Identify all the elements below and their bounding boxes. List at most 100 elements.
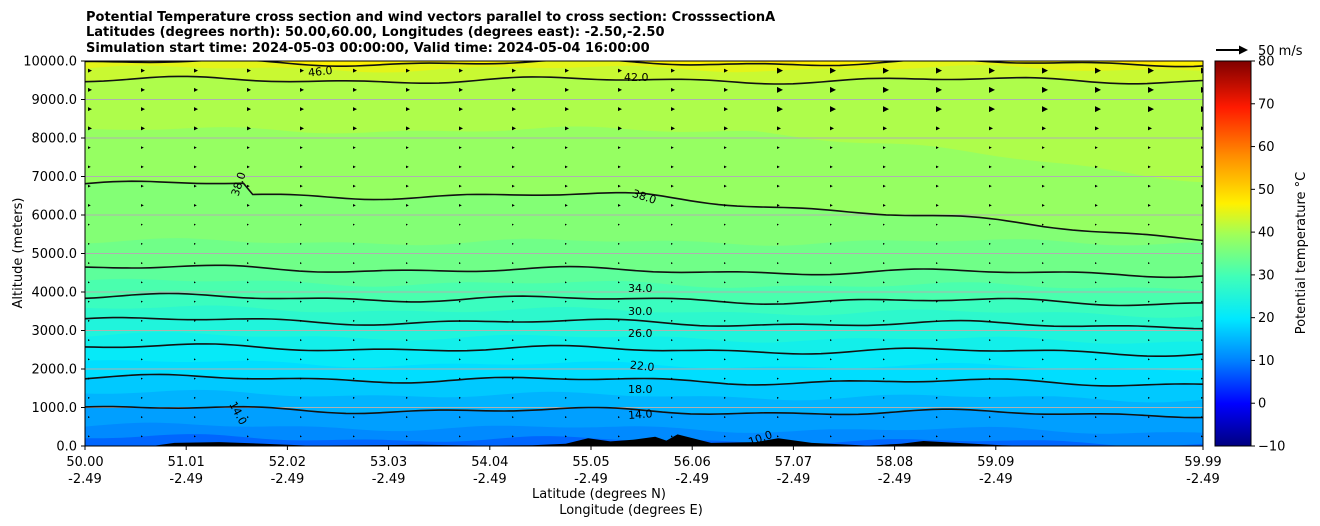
wind-arrow [936, 126, 940, 131]
wind-arrow [618, 396, 620, 399]
wind-arrow [406, 339, 408, 342]
wind-arrow [247, 416, 249, 419]
wind-arrow [724, 300, 726, 303]
y-tick-label: 1000.0 [32, 401, 78, 416]
wind-arrow [618, 262, 620, 265]
wind-arrow [883, 339, 885, 342]
wind-arrow [777, 281, 779, 284]
x-tick-label-lon: -2.49 [271, 472, 305, 487]
wind-arrow [936, 377, 938, 380]
wind-arrow [247, 435, 249, 438]
wind-arrow [883, 377, 885, 380]
wind-arrow [724, 223, 726, 226]
x-tick-label-lat: 59.99 [1184, 455, 1221, 470]
wind-arrow [353, 358, 355, 361]
wind-arrow [406, 319, 408, 322]
wind-arrow [989, 184, 992, 188]
colorbar-label: Potential temperature °C [1294, 172, 1309, 335]
y-tick-label: 2000.0 [32, 363, 78, 378]
wind-arrow [989, 67, 995, 74]
wind-arrow [565, 68, 569, 73]
wind-arrow [247, 223, 249, 226]
wind-arrow [1042, 67, 1048, 74]
wind-arrow [1095, 86, 1101, 93]
wind-arrow [459, 281, 461, 284]
wind-arrow [141, 87, 145, 92]
wind-arrow [883, 358, 885, 361]
wind-arrow [194, 146, 197, 150]
y-tick-label: 7000.0 [32, 170, 78, 185]
wind-arrow [671, 87, 675, 92]
wind-arrow [88, 146, 91, 150]
wind-arrow [194, 107, 198, 112]
x-tick-label-lat: 50.00 [66, 455, 103, 470]
wind-arrow [830, 165, 833, 169]
wind-arrow [512, 68, 516, 73]
wind-arrow [406, 416, 408, 419]
wind-arrow [459, 68, 463, 73]
x-axis-label-longitude: Longitude (degrees E) [559, 503, 703, 518]
wind-arrow [936, 416, 938, 419]
wind-arrow [459, 300, 461, 303]
wind-arrow [618, 435, 620, 438]
wind-arrow [1042, 146, 1045, 150]
wind-arrow [724, 165, 727, 169]
wind-arrow [300, 87, 304, 92]
wind-arrow [1148, 223, 1150, 226]
wind-arrow [406, 126, 410, 131]
x-tick-label-lat: 57.07 [775, 455, 812, 470]
wind-arrow [830, 184, 833, 188]
wind-arrow [989, 358, 991, 361]
wind-arrow [1148, 242, 1150, 245]
wind-arrow [883, 203, 886, 207]
y-tick-label: 3000.0 [32, 324, 78, 339]
wind-arrow [565, 319, 567, 322]
wind-arrow [565, 87, 569, 92]
wind-arrow [88, 126, 92, 131]
wind-arrow [141, 242, 143, 245]
wind-arrow [989, 319, 991, 322]
wind-arrow [194, 203, 197, 207]
wind-arrow [565, 377, 567, 380]
wind-arrow [989, 339, 991, 342]
quiver-key-arrowhead-icon [1239, 45, 1248, 55]
wind-arrow [777, 126, 781, 131]
wind-arrow [459, 319, 461, 322]
wind-arrow [936, 281, 938, 284]
wind-arrow [565, 416, 567, 419]
wind-arrow [1201, 377, 1203, 380]
contour-42 [85, 75, 1203, 85]
x-tick-label-lon: -2.49 [675, 472, 709, 487]
wind-arrow [1148, 319, 1150, 322]
wind-arrow [459, 242, 461, 245]
contour-label-30: 30.0 [628, 305, 653, 318]
wind-arrow [141, 319, 143, 322]
wind-arrow [1095, 184, 1098, 188]
wind-arrow [141, 396, 143, 399]
colorbar-tick-label: 60 [1258, 140, 1275, 155]
wind-arrow [671, 242, 673, 245]
wind-arrow [88, 281, 90, 284]
wind-arrow [194, 87, 198, 92]
colorbar-tick-label: 30 [1258, 268, 1275, 283]
wind-arrow [300, 223, 302, 226]
wind-arrow [1042, 86, 1048, 93]
wind-arrow [406, 300, 408, 303]
wind-arrow [1148, 262, 1150, 265]
wind-arrow [459, 87, 463, 92]
wind-arrow [88, 300, 90, 303]
wind-arrow [353, 435, 355, 438]
wind-arrow [1042, 358, 1044, 361]
wind-arrow [1095, 126, 1099, 131]
wind-arrow [459, 107, 463, 112]
wind-arrow [141, 223, 143, 226]
wind-arrow [777, 319, 779, 322]
wind-arrow [300, 146, 303, 150]
wind-arrow [1042, 377, 1044, 380]
contour-label-22: 22.0 [629, 359, 655, 374]
wind-arrow [406, 435, 408, 438]
wind-arrow [1201, 242, 1203, 245]
wind-arrow [989, 281, 991, 284]
wind-arrow [194, 339, 196, 342]
wind-arrow [671, 319, 673, 322]
